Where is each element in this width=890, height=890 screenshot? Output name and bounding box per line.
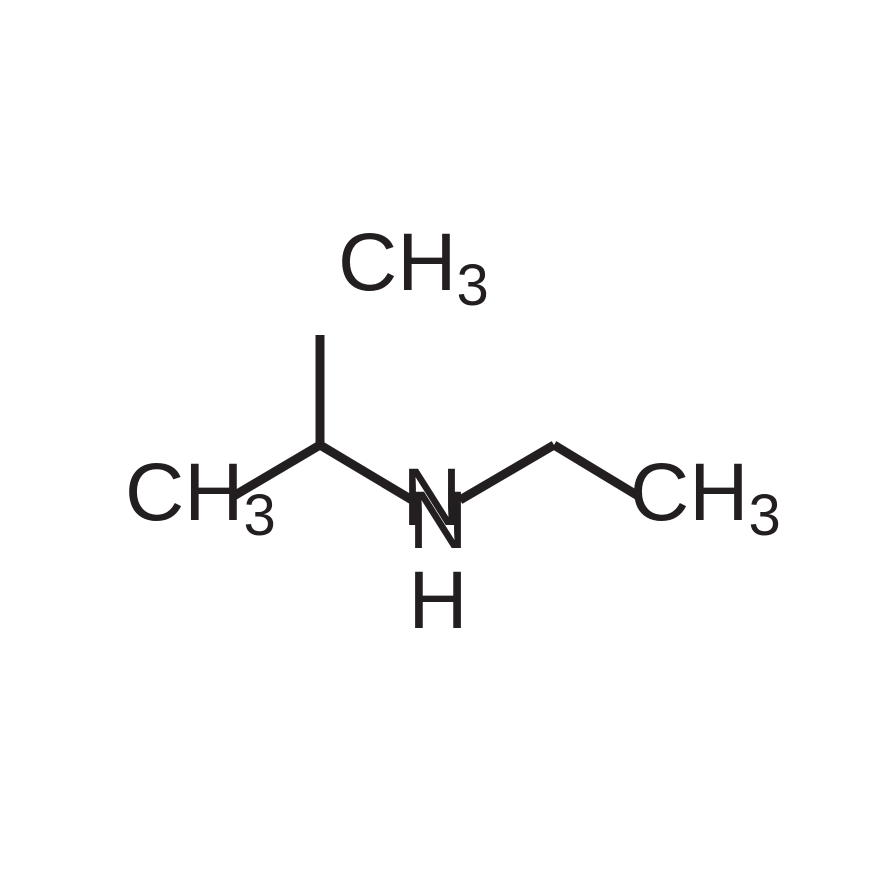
atom-label: N [408, 475, 467, 566]
canvas-background [0, 0, 890, 890]
molecule-diagram: CH3CH3NCH3NH [0, 0, 890, 890]
atom-label: H [408, 555, 467, 646]
